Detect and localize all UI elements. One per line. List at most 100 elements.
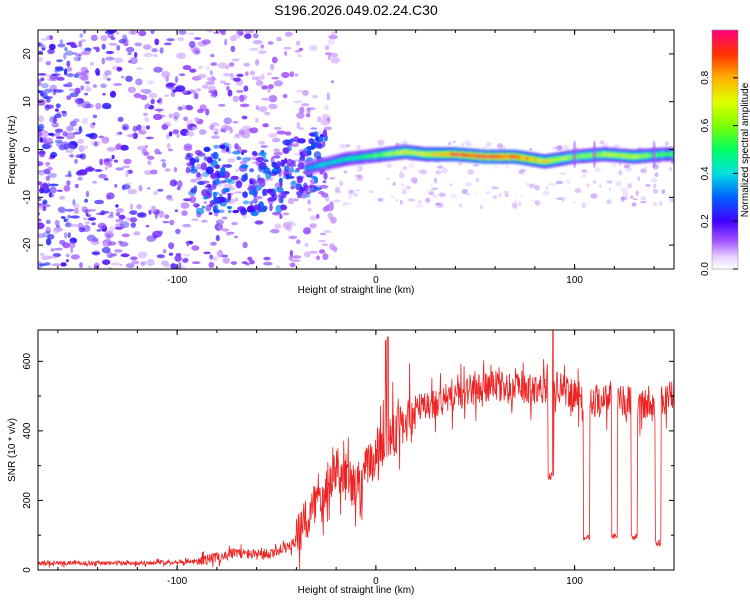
noise-blob: [52, 253, 62, 258]
noise-blob: [177, 180, 183, 188]
noise-blob: [150, 205, 157, 213]
noise-blob: [402, 190, 407, 195]
noise-blob: [67, 214, 72, 219]
transition-blob: [197, 152, 206, 157]
noise-blob: [178, 262, 182, 269]
noise-blob: [286, 221, 292, 227]
noise-blob: [428, 190, 435, 193]
noise-blob: [327, 53, 331, 61]
spectrogram-noise-blobs: [38, 30, 674, 269]
noise-blob: [90, 240, 100, 246]
noise-blob: [255, 76, 261, 81]
transition-blob: [271, 161, 278, 168]
noise-blob: [85, 167, 95, 172]
transition-blob: [232, 150, 241, 155]
transition-blob: [306, 146, 316, 150]
noise-blob: [63, 143, 70, 151]
noise-blob: [137, 251, 148, 259]
noise-blob: [564, 144, 566, 149]
noise-blob: [513, 198, 518, 204]
noise-blob: [428, 192, 435, 196]
noise-blob: [121, 233, 130, 238]
noise-blob: [144, 117, 149, 122]
noise-blob: [72, 132, 82, 135]
noise-blob: [125, 217, 131, 221]
noise-blob: [404, 185, 412, 190]
noise-blob: [209, 70, 213, 76]
noise-blob: [191, 218, 199, 221]
noise-blob: [398, 172, 405, 179]
noise-blob: [175, 228, 181, 235]
noise-blob: [196, 88, 202, 92]
noise-blob: [174, 209, 179, 212]
noise-blob: [81, 117, 89, 125]
noise-blob: [157, 188, 164, 192]
transition-blob: [272, 155, 281, 159]
noise-blob: [100, 35, 108, 42]
noise-blob: [178, 73, 186, 77]
noise-blob: [41, 47, 46, 51]
noise-blob: [138, 185, 143, 192]
noise-blob: [166, 38, 175, 42]
noise-blob: [644, 166, 648, 169]
noise-blob: [67, 144, 76, 148]
noise-blob: [217, 62, 227, 69]
noise-blob: [115, 204, 119, 208]
noise-blob: [480, 204, 483, 210]
noise-blob: [458, 203, 463, 208]
noise-blob: [202, 84, 209, 89]
noise-blob: [47, 48, 55, 55]
transition-blob: [259, 208, 267, 213]
noise-blob: [180, 202, 190, 209]
noise-blob: [168, 197, 174, 202]
transition-blob: [267, 197, 277, 202]
noise-blob: [249, 127, 259, 134]
noise-blob: [173, 116, 178, 121]
noise-blob: [185, 104, 193, 111]
transition-blob: [310, 139, 317, 146]
noise-blob: [275, 265, 280, 268]
noise-blob: [327, 212, 333, 220]
noise-blob: [555, 180, 563, 185]
noise-blob: [38, 50, 43, 54]
noise-blob: [177, 37, 185, 42]
noise-blob: [95, 68, 100, 76]
noise-blob: [309, 45, 318, 51]
noise-blob: [431, 194, 439, 199]
noise-blob: [485, 191, 491, 195]
noise-blob: [492, 195, 497, 199]
noise-blob: [168, 113, 173, 119]
noise-blob: [38, 205, 42, 211]
transition-blob: [208, 203, 214, 208]
noise-blob: [131, 30, 136, 35]
noise-blob: [119, 241, 129, 247]
noise-blob: [627, 183, 632, 189]
noise-blob: [38, 131, 43, 137]
noise-blob: [217, 223, 224, 231]
noise-blob: [481, 146, 488, 149]
noise-blob: [84, 198, 89, 203]
noise-blob: [234, 197, 239, 202]
noise-blob: [78, 125, 82, 133]
noise-blob: [169, 219, 175, 226]
noise-blob: [640, 196, 646, 201]
noise-blob: [211, 135, 220, 140]
noise-blob: [77, 169, 88, 176]
noise-blob: [59, 239, 66, 245]
transition-blob: [257, 165, 266, 173]
noise-blob: [38, 56, 44, 63]
noise-blob: [294, 50, 301, 53]
transition-blob: [297, 138, 306, 144]
noise-blob: [162, 249, 167, 254]
noise-blob: [590, 195, 593, 198]
noise-blob: [559, 172, 567, 175]
noise-blob: [140, 261, 147, 265]
transition-blob: [222, 164, 228, 168]
noise-blob: [258, 140, 266, 145]
noise-blob: [164, 94, 169, 97]
noise-blob: [182, 223, 192, 228]
noise-blob: [255, 105, 260, 111]
noise-blob: [622, 191, 629, 197]
noise-blob: [101, 57, 106, 65]
